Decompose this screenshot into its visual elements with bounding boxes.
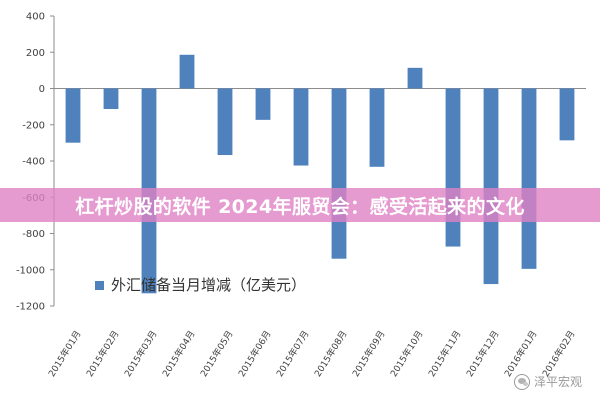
bar [331,88,347,259]
bar [293,88,309,166]
watermark: 泽平宏观 [513,373,582,390]
x-tick-label: 2015年03月 [122,328,160,379]
y-tick-label: 400 [26,12,45,23]
bar [445,88,461,247]
x-tick-label: 2015年01月 [46,328,84,379]
bar [483,88,499,285]
legend-swatch [95,281,104,290]
bar [65,88,81,143]
bar [103,88,119,109]
x-tick-label: 2015年06月 [236,328,274,379]
legend-label: 外汇储备当月增减（亿美元） [111,276,306,294]
x-tick-label: 2015年11月 [426,328,464,379]
x-tick-label: 2015年09月 [350,328,388,379]
bar [521,88,537,269]
bar [407,67,423,89]
watermark-text: 泽平宏观 [533,375,582,389]
x-tick-label: 2015年02月 [84,328,122,379]
overlay-banner: 杠杆炒股的软件 2024年服贸会：感受活起来的文化 [0,188,600,222]
y-tick-label: -200 [22,120,45,131]
y-tick-label: 0 [39,84,45,95]
x-tick-label: 2015年04月 [160,328,198,379]
x-axis-labels: 2015年01月 2015年02月 2015年03月 2015年04月 2015年05月… [46,328,578,379]
bar [559,88,575,141]
y-tick-label: -800 [22,229,45,240]
bar [369,88,385,167]
banner-text: 杠杆炒股的软件 2024年服贸会：感受活起来的文化 [75,195,525,218]
wechat-icon [513,373,530,390]
bar [255,88,271,120]
x-tick-label: 2016年02月 [540,328,578,379]
x-tick-label: 2015年05月 [198,328,236,379]
x-tick-label: 2015年08月 [312,328,350,379]
y-tick-label: -1000 [16,265,45,276]
bar-layer [65,54,575,294]
y-tick-label: -1200 [16,302,45,313]
x-tick-label: 2015年10月 [388,328,426,379]
bar [217,88,233,156]
x-tick-label: 2015年12月 [464,328,502,379]
x-tick-label: 2015年07月 [274,328,312,379]
y-tick-label: -400 [22,157,45,168]
bar [179,54,195,89]
y-tick-label: 200 [26,48,45,59]
x-tick-label: 2016年01月 [502,328,540,379]
legend: 外汇储备当月增减（亿美元） [95,276,306,294]
